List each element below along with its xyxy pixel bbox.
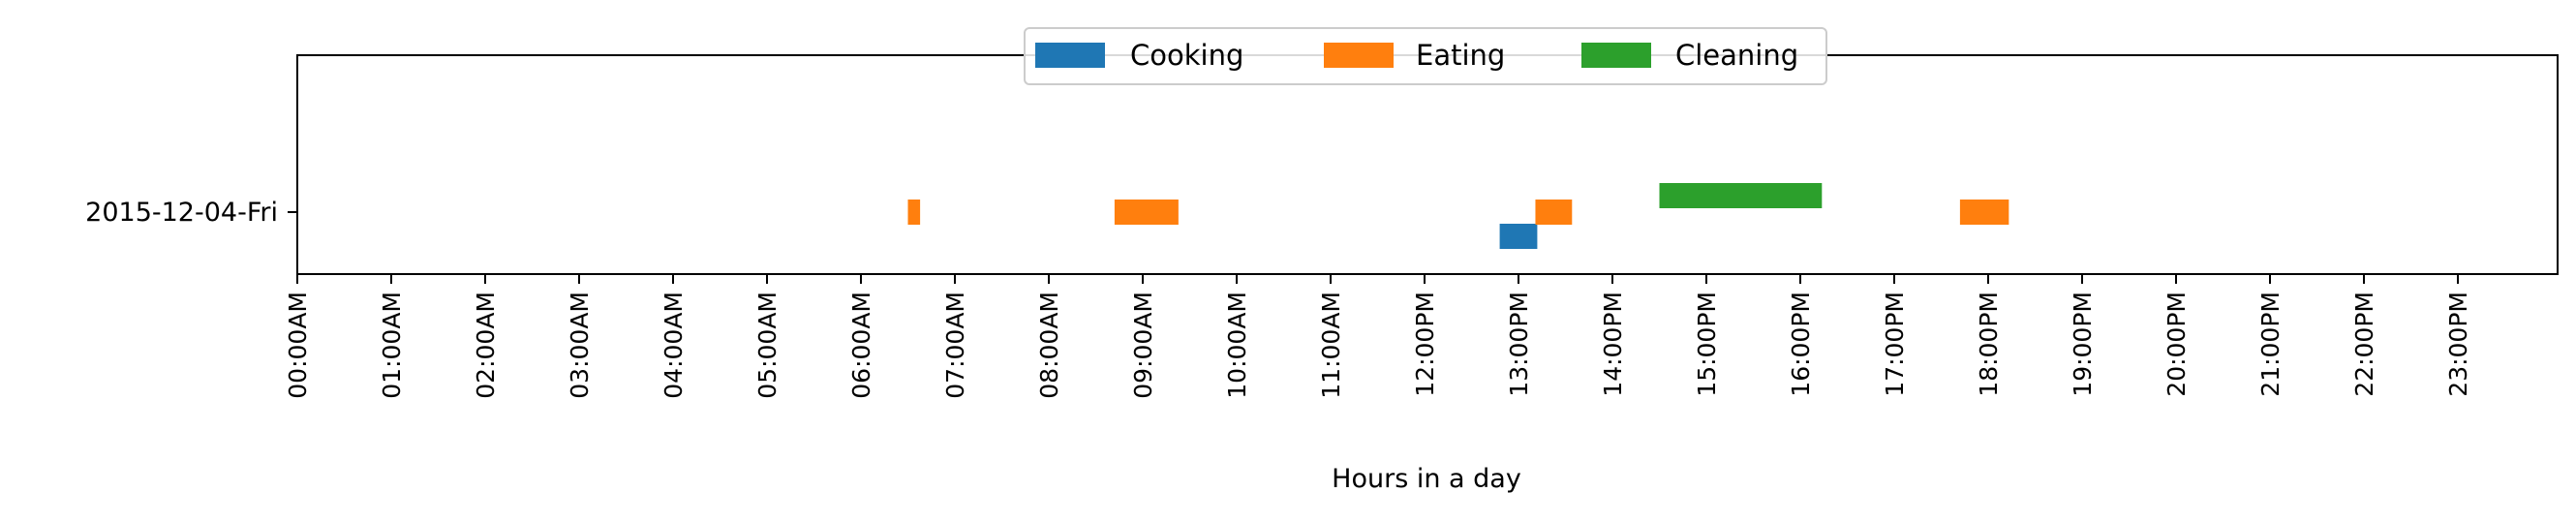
bar-eating: [1535, 200, 1573, 225]
x-axis: 00:00AM 01:00AM 02:00AM 03:00AM 04:00AM 05:00…: [284, 274, 2472, 399]
x-tick-label: 15:00PM: [1693, 292, 1721, 397]
x-axis-title: Hours in a day: [1332, 464, 1521, 494]
x-tick-label: 10:00AM: [1223, 292, 1251, 399]
legend-swatch-cooking: [1035, 43, 1105, 68]
x-tick-label: 00:00AM: [284, 292, 312, 399]
x-tick-label: 12:00PM: [1411, 292, 1439, 397]
x-tick-label: 21:00PM: [2256, 292, 2285, 397]
legend-label-eating: Eating: [1416, 39, 1505, 72]
x-tick-label: 23:00PM: [2444, 292, 2472, 397]
x-tick-label: 16:00PM: [1787, 292, 1815, 397]
bar-eating: [1114, 200, 1179, 225]
y-tick-label: 2015-12-04-Fri: [85, 198, 278, 228]
x-tick-label: 01:00AM: [378, 292, 406, 399]
x-tick-label: 13:00PM: [1505, 292, 1533, 397]
legend-label-cooking: Cooking: [1130, 39, 1243, 72]
bars-layer: [907, 183, 2009, 249]
legend-box: [1024, 27, 1827, 85]
x-tick-label: 22:00PM: [2350, 292, 2378, 397]
bar-eating: [907, 200, 921, 225]
bar-cooking: [1499, 224, 1538, 249]
x-tick-label: 11:00AM: [1317, 292, 1345, 399]
x-tick-label: 08:00AM: [1035, 292, 1063, 399]
x-tick-label: 06:00AM: [847, 292, 875, 399]
legend: Cooking Eating Cleaning: [1024, 27, 1827, 85]
x-tick-label: 04:00AM: [659, 292, 688, 399]
legend-swatch-eating: [1324, 43, 1394, 68]
legend-swatch-cleaning: [1581, 43, 1651, 68]
bar-eating: [1959, 200, 2009, 225]
y-axis: 2015-12-04-Fri: [85, 198, 297, 228]
x-tick-label: 18:00PM: [1975, 292, 2003, 397]
x-tick-label: 09:00AM: [1129, 292, 1157, 399]
x-tick-label: 03:00AM: [566, 292, 594, 399]
x-tick-label: 02:00AM: [472, 292, 500, 399]
x-tick-label: 14:00PM: [1599, 292, 1627, 397]
x-tick-label: 20:00PM: [2162, 292, 2191, 397]
x-tick-label: 17:00PM: [1881, 292, 1909, 397]
x-tick-label: 05:00AM: [753, 292, 782, 399]
legend-label-cleaning: Cleaning: [1675, 39, 1798, 72]
x-tick-label: 19:00PM: [2069, 292, 2097, 397]
bar-cleaning: [1659, 183, 1823, 208]
x-tick-label: 07:00AM: [941, 292, 969, 399]
